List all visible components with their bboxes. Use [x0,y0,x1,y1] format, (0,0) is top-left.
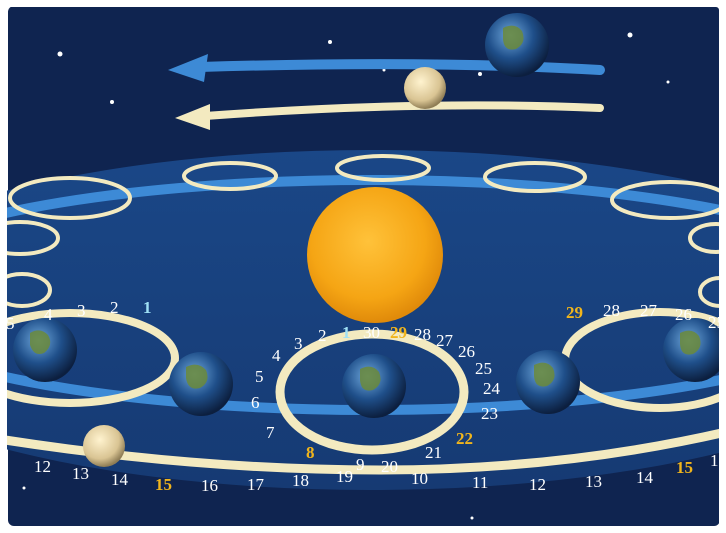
moon-orbit-left [0,309,179,407]
direction-arrow-icon [168,54,208,82]
star-icon [666,80,670,84]
day-label: 5 [6,314,15,333]
star-icon [328,40,332,44]
day-label: 3 [77,301,86,320]
day-label: 21 [425,443,442,462]
day-label: 12 [529,475,546,494]
day-label-highlight: 1 [342,323,351,342]
moon-orbit-center [275,329,469,455]
moon-orbit-rings-far [0,154,726,308]
moon-icon [404,67,446,109]
day-label: 19 [336,467,353,486]
day-label: 16 [201,476,218,495]
day-label: 9 [356,455,365,474]
day-label: 28 [414,325,431,344]
day-label: 4 [44,305,53,324]
earth-right [663,318,726,382]
day-label: 27 [640,301,658,320]
day-label: 20 [381,457,398,476]
day-label: 5 [255,367,264,386]
star-icon [382,68,386,72]
star-icon [470,516,474,520]
day-label: 23 [481,404,498,423]
moon-direction-arrow [175,101,604,130]
day-label: 6 [251,393,260,412]
day-label: 12 [34,457,51,476]
day-label: 26 [675,305,692,324]
earth-right-mid [516,350,580,414]
day-label-highlight: 15 [676,458,693,477]
day-label: 27 [436,331,454,350]
day-label: 17 [247,475,265,494]
earth-left [13,318,77,382]
day-label-highlight: 22 [456,429,473,448]
day-label-highlight: 29 [566,303,583,322]
day-label: 7 [266,423,275,442]
day-label: 11 [472,473,488,492]
day-label: 14 [636,468,654,487]
sun-icon [307,187,443,323]
left-earth-day-labels: 5 4 3 2 1 [6,298,152,333]
moon-icon [83,425,125,467]
earth-direction-arrow [168,54,605,82]
star-field [22,32,670,520]
day-label-highlight: 29 [390,323,407,342]
moon-path-front [4,427,726,475]
day-label: 28 [603,301,620,320]
direction-arrow-icon [175,104,210,130]
earth-center [342,354,406,418]
star-icon [110,100,114,104]
day-label: 13 [585,472,602,491]
day-label-highlight: 1 [143,298,152,317]
day-label: 2 [110,298,119,317]
day-label: 10 [411,469,428,488]
day-label-highlight: 15 [155,475,172,494]
earth-left-mid [169,352,233,416]
day-label: 14 [111,470,129,489]
day-label: 18 [292,471,309,490]
day-label: 4 [272,346,281,365]
star-icon [22,486,26,490]
star-icon [57,51,63,57]
day-label: 30 [363,323,380,342]
day-label: 2 [318,326,327,345]
day-label: 3 [294,334,303,353]
star-icon [627,32,633,38]
star-icon [478,72,482,76]
day-label-highlight: 8 [306,443,315,462]
day-label: 13 [72,464,89,483]
center-ring-day-labels: 1 30 29 28 27 26 25 24 23 22 21 20 19 9 … [251,323,501,486]
day-label: 25 [475,359,492,378]
day-label: 26 [458,342,475,361]
earth-top [485,13,549,77]
day-label: 24 [483,379,501,398]
bottom-day-labels: 12 13 14 15 16 17 18 19 20 10 11 12 13 1… [34,451,726,495]
